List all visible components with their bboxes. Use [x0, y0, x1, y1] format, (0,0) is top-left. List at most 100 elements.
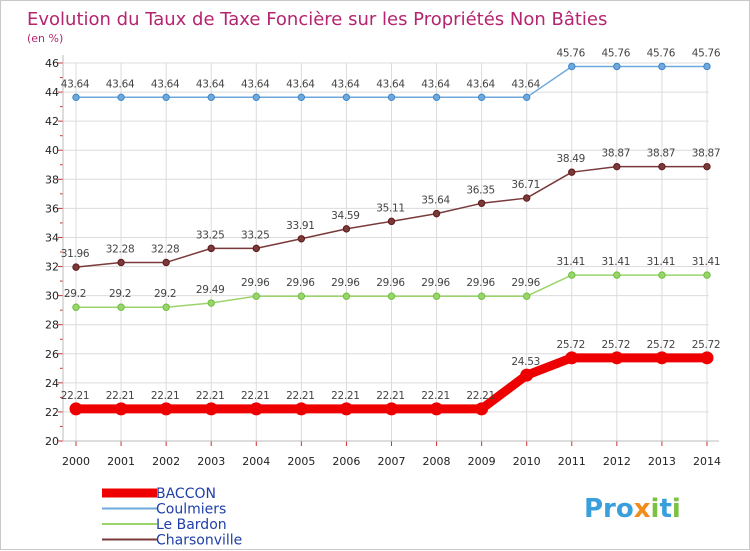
data-point — [613, 271, 621, 279]
data-point — [339, 402, 353, 416]
data-label: 43.64 — [376, 78, 405, 90]
x-tick-label: 2011 — [558, 455, 586, 468]
data-label: 38.49 — [556, 153, 585, 165]
data-label: 22.21 — [151, 390, 180, 402]
logo-part-i2: i — [672, 494, 681, 524]
y-tick-label: 28 — [45, 319, 59, 332]
x-tick-label: 2000 — [62, 455, 90, 468]
data-point — [72, 263, 80, 271]
y-tick-label: 34 — [45, 231, 59, 244]
y-tick-label: 40 — [45, 144, 59, 157]
data-point — [658, 62, 666, 71]
data-label: 43.64 — [466, 78, 495, 90]
series-le-bardon — [72, 271, 711, 311]
y-tick-label: 46 — [45, 57, 59, 70]
data-point — [204, 402, 218, 416]
data-label: 22.21 — [421, 390, 450, 402]
data-point — [520, 368, 534, 382]
data-point — [658, 162, 666, 171]
data-point — [477, 199, 486, 207]
data-point — [342, 93, 351, 102]
data-point — [249, 402, 263, 416]
data-label: 43.64 — [421, 78, 450, 90]
x-tick-label: 2005 — [287, 455, 315, 468]
data-point — [523, 292, 531, 300]
data-label: 43.64 — [286, 78, 315, 90]
series-layer — [69, 62, 714, 416]
data-label: 29.96 — [466, 277, 495, 289]
data-label: 22.21 — [241, 390, 270, 402]
x-tick-label: 2014 — [693, 455, 721, 468]
data-point — [523, 93, 531, 102]
data-point — [252, 244, 260, 253]
logo-part-x: x — [634, 494, 651, 524]
data-label: 45.76 — [692, 47, 721, 59]
data-point — [297, 292, 306, 300]
x-tick-label: 2006 — [332, 455, 360, 468]
data-point — [294, 402, 308, 416]
data-label: 45.76 — [602, 47, 631, 59]
data-label: 36.35 — [466, 184, 495, 196]
y-tick-label: 26 — [45, 348, 59, 361]
data-label: 29.96 — [376, 277, 405, 289]
svg-text:Proxiti: Proxiti — [584, 494, 681, 524]
data-point — [297, 93, 306, 102]
data-label: 29.96 — [286, 277, 315, 289]
data-label: 38.87 — [692, 148, 721, 160]
data-point — [342, 292, 351, 300]
data-label: 22.21 — [331, 390, 360, 402]
data-label: 35.64 — [421, 195, 450, 207]
series-charsonville — [72, 162, 711, 271]
data-point — [658, 271, 666, 279]
data-point — [207, 93, 215, 102]
x-tick-label: 2001 — [107, 455, 135, 468]
data-point — [72, 93, 80, 102]
data-point — [703, 162, 711, 171]
axes: 20 22 24 26 28 30 32 34 36 38 40 42 44 46 2000 2001 2002… — [45, 55, 721, 468]
data-point — [477, 93, 486, 102]
data-label: 29.49 — [196, 284, 225, 296]
data-point — [72, 303, 80, 311]
data-label: 43.64 — [61, 78, 90, 90]
y-tick-label: 20 — [45, 435, 59, 448]
data-label: 22.21 — [196, 390, 225, 402]
data-label: 22.21 — [376, 390, 405, 402]
data-label: 43.64 — [331, 78, 360, 90]
data-label: 33.25 — [241, 229, 270, 241]
logo-part-pro: Pro — [584, 494, 634, 524]
data-label: 43.64 — [106, 78, 135, 90]
data-label: 31.41 — [647, 256, 676, 268]
data-labels: 43.64 43.64 43.64 43.64 43.64 43.64 43.64 43.64… — [61, 47, 721, 401]
data-point — [252, 93, 260, 102]
data-point — [523, 194, 531, 202]
y-tick-label: 32 — [45, 261, 59, 274]
data-label: 29.2 — [109, 288, 131, 300]
data-label: 43.64 — [151, 78, 180, 90]
x-tick-label: 2002 — [152, 455, 180, 468]
x-tick-label: 2009 — [468, 455, 496, 468]
data-label: 31.96 — [61, 248, 90, 260]
data-point — [297, 235, 306, 243]
data-point — [700, 351, 714, 365]
data-label: 35.11 — [376, 202, 405, 214]
data-label: 29.2 — [64, 288, 86, 300]
data-point — [432, 292, 441, 300]
data-point — [613, 162, 621, 171]
legend-label: Le Bardon — [156, 517, 227, 533]
y-tick-label: 36 — [45, 202, 59, 215]
data-label: 31.41 — [556, 256, 585, 268]
data-point — [430, 402, 444, 416]
data-point — [387, 217, 396, 226]
proxiti-logo: Proxiti — [584, 494, 681, 524]
legend-label: Coulmiers — [156, 502, 226, 518]
data-label: 43.64 — [241, 78, 270, 90]
y-axis-unit-label: (en %) — [27, 32, 63, 45]
data-point — [703, 271, 711, 279]
data-label: 25.72 — [647, 339, 676, 351]
data-label: 32.28 — [151, 243, 180, 255]
data-label: 25.72 — [556, 339, 585, 351]
data-label: 36.71 — [511, 179, 540, 191]
y-tick-label: 24 — [45, 377, 59, 390]
series-baccon — [69, 351, 714, 416]
